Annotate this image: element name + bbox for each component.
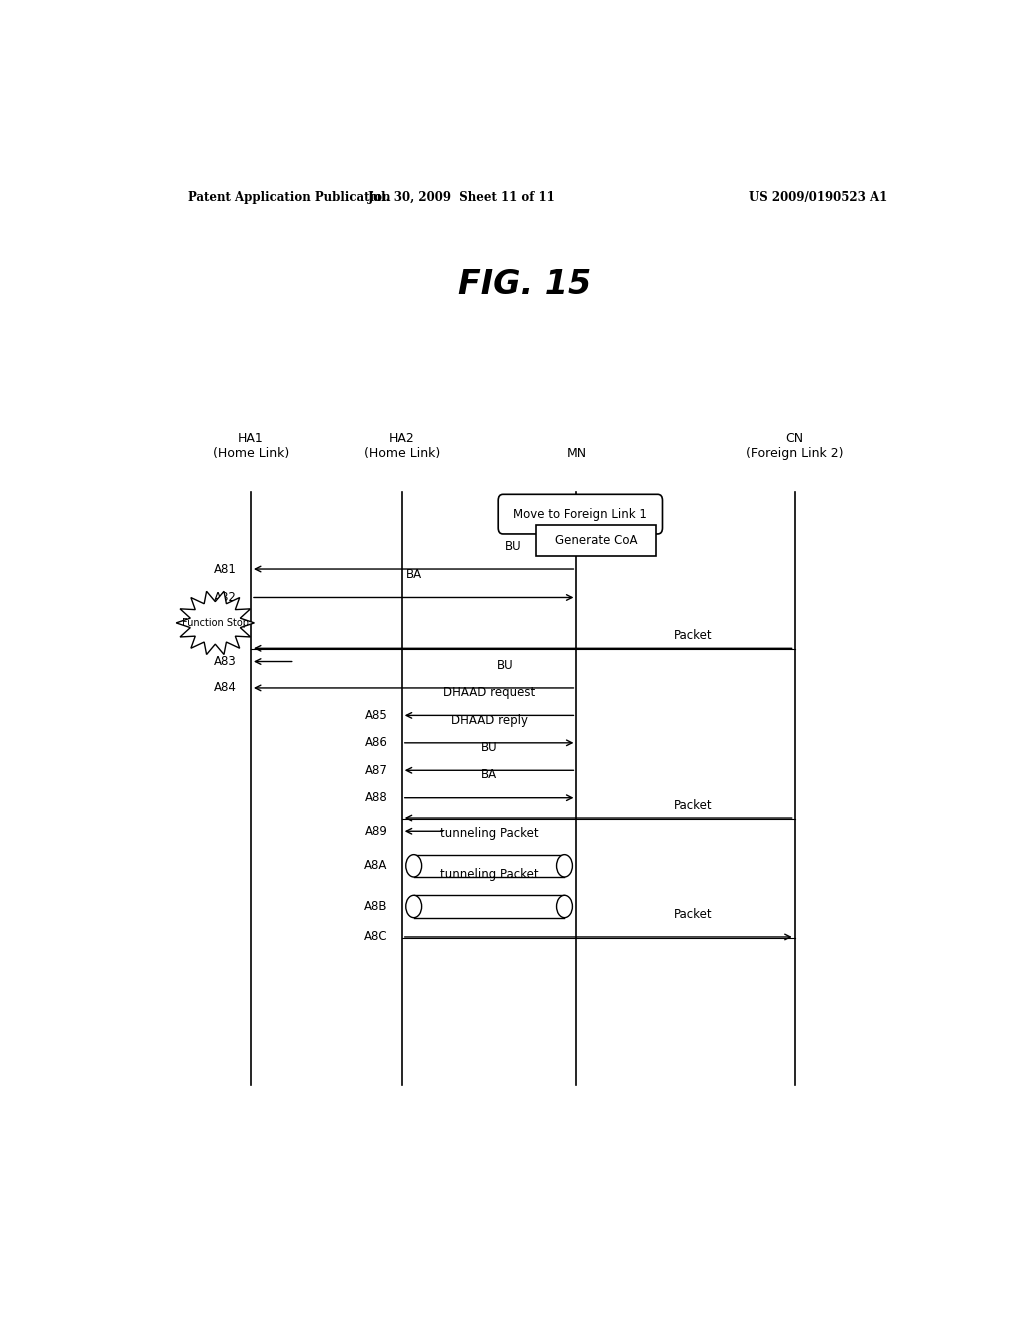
Text: Move to Foreign Link 1: Move to Foreign Link 1 [513, 508, 647, 520]
Text: HA1
(Home Link): HA1 (Home Link) [213, 432, 289, 461]
Text: MN: MN [566, 447, 587, 461]
Text: HA2
(Home Link): HA2 (Home Link) [364, 432, 440, 461]
Text: A82: A82 [214, 591, 237, 605]
Bar [414, 895, 564, 917]
Text: Packet: Packet [674, 799, 713, 812]
Text: A83: A83 [214, 655, 237, 668]
Ellipse shape [406, 895, 422, 917]
Text: FIG. 15: FIG. 15 [458, 268, 592, 301]
Text: A8B: A8B [364, 900, 387, 913]
Bar [414, 854, 564, 876]
Text: A8C: A8C [364, 931, 387, 944]
Text: A81: A81 [214, 562, 237, 576]
Text: Patent Application Publication: Patent Application Publication [187, 190, 390, 203]
Ellipse shape [557, 895, 572, 917]
Polygon shape [176, 591, 254, 655]
Text: BU: BU [505, 540, 521, 553]
Text: A88: A88 [365, 791, 387, 804]
Text: BA: BA [406, 568, 422, 581]
Text: BU: BU [481, 741, 498, 754]
Text: A84: A84 [214, 681, 237, 694]
Text: BU: BU [497, 659, 513, 672]
Ellipse shape [557, 854, 572, 876]
Ellipse shape [406, 854, 422, 876]
FancyBboxPatch shape [537, 525, 656, 556]
Text: Packet: Packet [674, 908, 713, 921]
Text: Generate CoA: Generate CoA [555, 535, 638, 546]
FancyBboxPatch shape [499, 494, 663, 535]
Text: A8A: A8A [365, 859, 387, 873]
Text: tunneling Packet: tunneling Packet [439, 869, 539, 880]
Text: DHAAD request: DHAAD request [443, 686, 536, 700]
Text: A87: A87 [365, 764, 387, 776]
Text: Jul. 30, 2009  Sheet 11 of 11: Jul. 30, 2009 Sheet 11 of 11 [368, 190, 555, 203]
Text: A85: A85 [365, 709, 387, 722]
Text: US 2009/0190523 A1: US 2009/0190523 A1 [750, 190, 888, 203]
Text: tunneling Packet: tunneling Packet [439, 828, 539, 841]
Text: BA: BA [481, 768, 497, 781]
Text: CN
(Foreign Link 2): CN (Foreign Link 2) [745, 432, 844, 461]
Text: A86: A86 [365, 737, 387, 750]
Text: Packet: Packet [674, 630, 713, 643]
Text: Function Stop: Function Stop [182, 618, 249, 628]
Text: DHAAD reply: DHAAD reply [451, 714, 527, 726]
Text: A89: A89 [365, 825, 387, 838]
